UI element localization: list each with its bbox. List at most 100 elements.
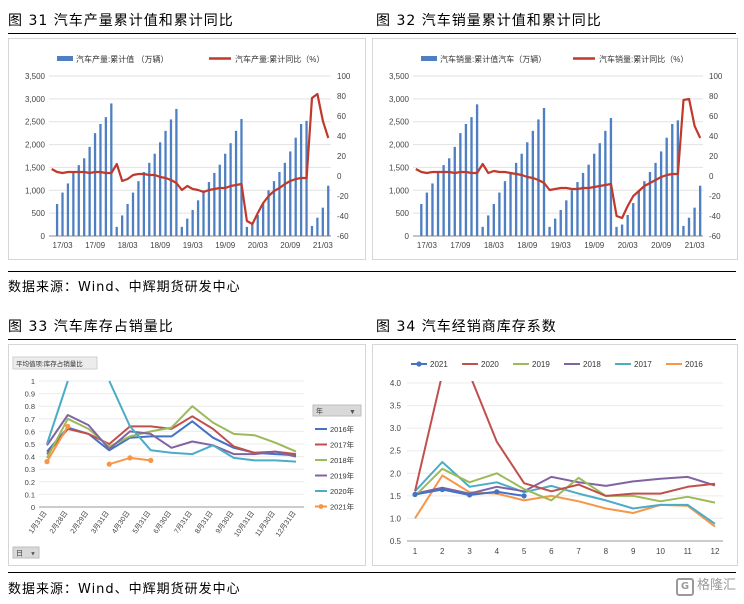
bar [682, 225, 685, 236]
bar [153, 153, 156, 236]
bar [576, 182, 579, 236]
line-series-2020 [414, 381, 716, 497]
figure-32-title: 图 32 汽车销量累计值和累计同比 [376, 13, 602, 29]
bar [492, 204, 495, 236]
legend-label: 2016年 [330, 424, 355, 434]
bar [503, 181, 507, 236]
bar [110, 103, 113, 236]
chart-32-frame: 汽车销量:累计值汽车（万辆） 汽车销量:累计同比（%） 0 500 1,000 1,500… [372, 38, 738, 260]
bar [272, 181, 276, 236]
bar [234, 130, 238, 236]
line-series-2019年 [46, 414, 297, 458]
x-axis-tick-label: 20/03 [618, 241, 639, 250]
pivot-field-button [12, 356, 98, 370]
bar [615, 226, 618, 236]
bar [262, 203, 265, 236]
bar [196, 200, 200, 236]
data-point-2021 [466, 492, 473, 498]
y-axis-tick-label: 4.0 [390, 379, 402, 388]
bar [131, 192, 135, 236]
chart-33-frame: 平均值项:库存占销量比 0 0.1 0.2 0.3 0.4 0.5 0.6 0.7 0.8 0.9 1… [8, 344, 366, 566]
y-axis-tick-label: 0.9 [25, 390, 35, 399]
x-axis-tick-label: 6 [549, 547, 554, 556]
x-axis-tick-label: 5 [522, 547, 527, 556]
year-filter-label: 年 [316, 407, 323, 416]
x-axis-tick-label: 19/03 [183, 241, 204, 250]
bar [267, 190, 270, 236]
x-axis-tick-label: 20/03 [248, 241, 269, 250]
bar [570, 190, 574, 236]
data-point-2021 [127, 455, 133, 461]
bar [299, 124, 303, 236]
bar [142, 172, 145, 236]
left-axis-tick-label: 3,500 [25, 72, 46, 81]
x-axis-tick-label: 18/09 [150, 241, 171, 250]
x-axis-tick-label: 1月31日 [27, 510, 48, 536]
x-axis-tick-label: 19/09 [584, 241, 605, 250]
bar [245, 226, 249, 236]
bar [240, 118, 243, 236]
bar [514, 162, 518, 236]
bar [93, 133, 97, 236]
bar [487, 215, 490, 236]
year-filter-button [312, 404, 362, 417]
x-axis-tick-label: 20/09 [280, 241, 301, 250]
figure-33-title: 图 33 汽车库存占销量比 [8, 319, 174, 335]
line-series [51, 92, 330, 226]
data-point-2021 [494, 489, 500, 495]
legend-label: 2018 [583, 360, 601, 369]
legend-bar-swatch [57, 56, 73, 61]
bar [164, 130, 167, 236]
bar [637, 190, 640, 236]
left-axis-tick-label: 2,000 [25, 141, 46, 150]
data-point-2021 [148, 457, 154, 463]
bar [327, 185, 330, 236]
bar [99, 124, 102, 236]
x-axis-tick-label: 17/09 [450, 241, 471, 250]
bar [671, 124, 674, 236]
line-series-2019 [414, 467, 716, 504]
right-axis-tick-label: 0 [709, 172, 714, 181]
left-axis-tick-label: 0 [405, 232, 410, 241]
data-point-2021 [106, 461, 112, 467]
source-divider-bottom [8, 572, 736, 573]
left-axis-tick-label: 1,000 [25, 186, 46, 195]
bar [464, 124, 468, 236]
legend-label: 2021年 [330, 502, 355, 512]
bar [66, 183, 70, 236]
x-axis-tick-label: 17/03 [417, 241, 438, 250]
x-axis-tick-label: 2月28日 [48, 510, 69, 536]
bar [626, 214, 629, 236]
bar [180, 226, 183, 236]
x-axis-tick-label: 19/09 [215, 241, 236, 250]
x-axis-tick-label: 11 [684, 547, 693, 556]
bar [55, 204, 59, 236]
right-axis-tick-label: 80 [337, 92, 346, 101]
bar [251, 224, 254, 236]
x-axis-tick-label: 18/03 [118, 241, 139, 250]
bar [676, 120, 680, 236]
bar [431, 183, 434, 236]
left-axis-tick-label: 2,500 [25, 118, 46, 127]
line-series-2020年 [108, 380, 297, 463]
x-axis-tick-label: 21/03 [313, 241, 334, 250]
bar [316, 217, 319, 236]
y-axis-tick-label: 0.2 [25, 478, 35, 487]
bar [581, 172, 585, 236]
bar [693, 207, 696, 236]
bar [459, 133, 462, 236]
bar [207, 182, 211, 236]
chart-34: 2021 2020 2019 2018 2017 2016 0.5 1.0 1.5 2.0 2.5 3… [390, 360, 723, 556]
x-axis-tick-label: 18/03 [484, 241, 505, 250]
bar [442, 165, 445, 236]
x-axis-tick-label: 8 [604, 547, 609, 556]
right-axis-tick-label: -20 [337, 192, 349, 201]
legend-label: 2016 [685, 360, 703, 369]
y-axis-tick-label: 1.5 [390, 492, 402, 501]
x-axis-tick-label: 17/09 [85, 241, 106, 250]
bar [470, 117, 473, 236]
x-axis-tick-label: 19/03 [551, 241, 572, 250]
day-field-label: 日 [16, 550, 23, 558]
x-axis-tick-label: 3 [467, 547, 472, 556]
right-axis-tick-label: -40 [337, 212, 349, 221]
